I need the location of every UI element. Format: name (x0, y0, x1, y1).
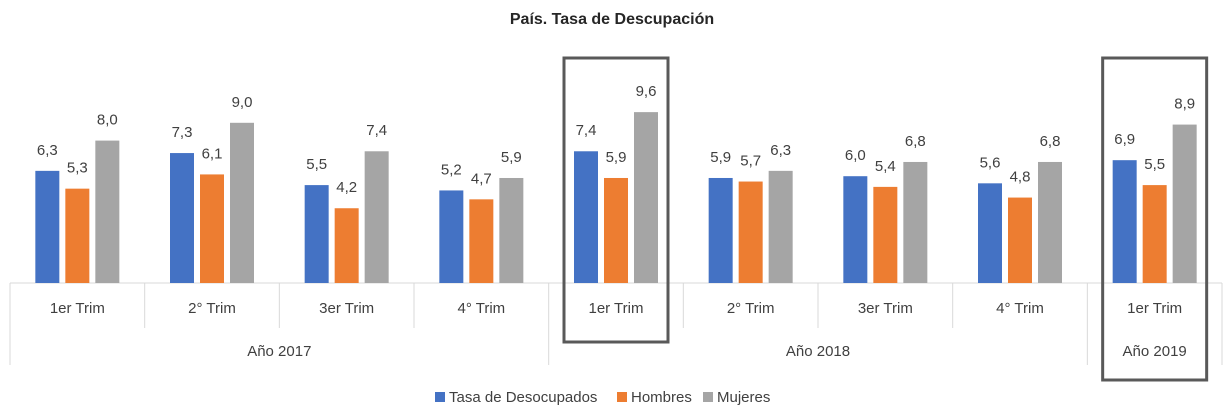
x-group-label: Año 2018 (786, 343, 850, 360)
bar (768, 170, 793, 283)
data-label: 7,4 (576, 122, 597, 139)
data-label: 8,9 (1174, 96, 1195, 113)
bar (170, 153, 194, 283)
data-label: 6,9 (1114, 131, 1135, 148)
data-label: 4,7 (471, 170, 492, 187)
x-tick-label: 2° Trim (727, 300, 775, 317)
bar (230, 122, 254, 283)
bar (304, 185, 329, 283)
data-label: 5,7 (740, 153, 761, 170)
x-group-label: Año 2017 (247, 343, 311, 360)
bar (334, 208, 359, 283)
bar (439, 190, 464, 283)
highlight-box (1101, 56, 1209, 382)
x-group-label: Año 2019 (1123, 343, 1187, 360)
data-label: 5,9 (606, 149, 627, 166)
data-label: 5,4 (875, 158, 896, 175)
data-label: 9,6 (636, 83, 657, 100)
bar (708, 177, 733, 283)
bar (364, 151, 389, 283)
legend-swatch (703, 392, 713, 402)
bar (1008, 197, 1032, 283)
data-label: 5,3 (67, 160, 88, 177)
data-label: 7,4 (366, 122, 387, 139)
data-label: 6,1 (202, 145, 223, 162)
bar (634, 112, 658, 284)
bar (903, 161, 928, 283)
data-label: 6,8 (1040, 133, 1061, 150)
bar (1038, 161, 1062, 283)
legend-label: Tasa de Desocupados (449, 389, 597, 406)
x-tick-label: 4° Trim (457, 300, 505, 317)
data-label: 5,2 (441, 161, 462, 178)
bar (738, 181, 763, 283)
data-label: 5,9 (501, 149, 522, 166)
data-label: 5,5 (306, 156, 327, 173)
data-label: 4,2 (336, 179, 357, 196)
highlight-box (562, 56, 670, 344)
data-label: 6,0 (845, 147, 866, 164)
data-label: 4,8 (1010, 169, 1031, 186)
bar (1142, 185, 1167, 283)
bar (978, 183, 1002, 283)
bar (95, 140, 120, 283)
bar (574, 151, 598, 283)
x-tick-label: 2° Trim (188, 300, 236, 317)
x-tick-label: 3er Trim (319, 300, 374, 317)
data-label: 6,3 (37, 142, 58, 159)
data-label: 9,0 (232, 94, 253, 111)
bar (1172, 124, 1197, 283)
legend-label: Mujeres (717, 389, 770, 406)
bar (65, 188, 90, 283)
bar (469, 199, 494, 283)
x-tick-label: 4° Trim (996, 300, 1044, 317)
legend-swatch (435, 392, 445, 402)
chart-title: País. Tasa de Descupación (510, 11, 714, 28)
bar (200, 174, 224, 283)
x-tick-label: 3er Trim (858, 300, 913, 317)
x-tick-label: 1er Trim (588, 300, 643, 317)
data-label: 5,9 (710, 149, 731, 166)
bar (873, 186, 898, 283)
bar (843, 176, 868, 283)
data-label: 7,3 (172, 124, 193, 141)
legend-label: Hombres (631, 389, 692, 406)
data-label: 5,5 (1144, 156, 1165, 173)
bar (499, 177, 524, 283)
data-label: 5,6 (980, 154, 1001, 171)
bar (1112, 160, 1137, 283)
data-label: 8,0 (97, 112, 118, 129)
bar (35, 170, 60, 283)
x-tick-label: 1er Trim (1127, 300, 1182, 317)
legend-swatch (617, 392, 627, 402)
data-label: 6,8 (905, 133, 926, 150)
bar (604, 177, 628, 283)
x-tick-label: 1er Trim (50, 300, 105, 317)
data-label: 6,3 (770, 142, 791, 159)
